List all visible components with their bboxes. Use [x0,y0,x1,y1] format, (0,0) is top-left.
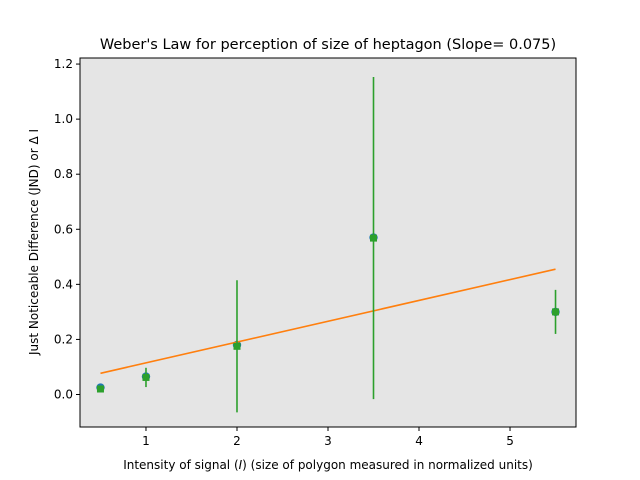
x-axis-label-part: ) (size of polygon measured in normalize… [242,458,533,472]
x-axis: 1 2 3 4 5 [142,427,514,448]
error-bar-marker [96,385,104,393]
y-tick-label: 0.6 [54,222,73,236]
y-axis-label: Just Noticeable Difference (JND) or Δ I [27,129,41,356]
chart-marks [96,77,560,413]
x-axis-label: Intensity of signal (I) (size of polygon… [123,458,533,472]
y-tick-label: 1.2 [54,57,73,71]
y-tick-label: 0.0 [54,388,73,402]
chart-title: Weber's Law for perception of size of he… [100,37,556,53]
error-bar-marker [370,234,378,242]
x-tick-label: 2 [233,434,241,448]
x-tick-label: 3 [324,434,332,448]
error-bar-marker [142,373,150,381]
error-bar-marker [552,308,560,316]
x-tick-label: 5 [506,434,514,448]
y-tick-label: 0.2 [54,332,73,346]
x-tick-label: 1 [142,434,150,448]
y-tick-label: 1.0 [54,112,73,126]
y-tick-label: 0.8 [54,167,73,181]
plot-background [80,58,576,427]
y-axis: 0.0 0.2 0.4 0.6 0.8 1.0 1.2 [54,57,80,402]
x-axis-label-part: Intensity of signal ( [123,458,238,472]
x-axis-label-symbol: I [239,458,243,472]
error-bar-marker [233,342,241,350]
fit-line [100,268,556,375]
x-tick-label: 4 [415,434,423,448]
y-tick-label: 0.4 [54,277,73,291]
